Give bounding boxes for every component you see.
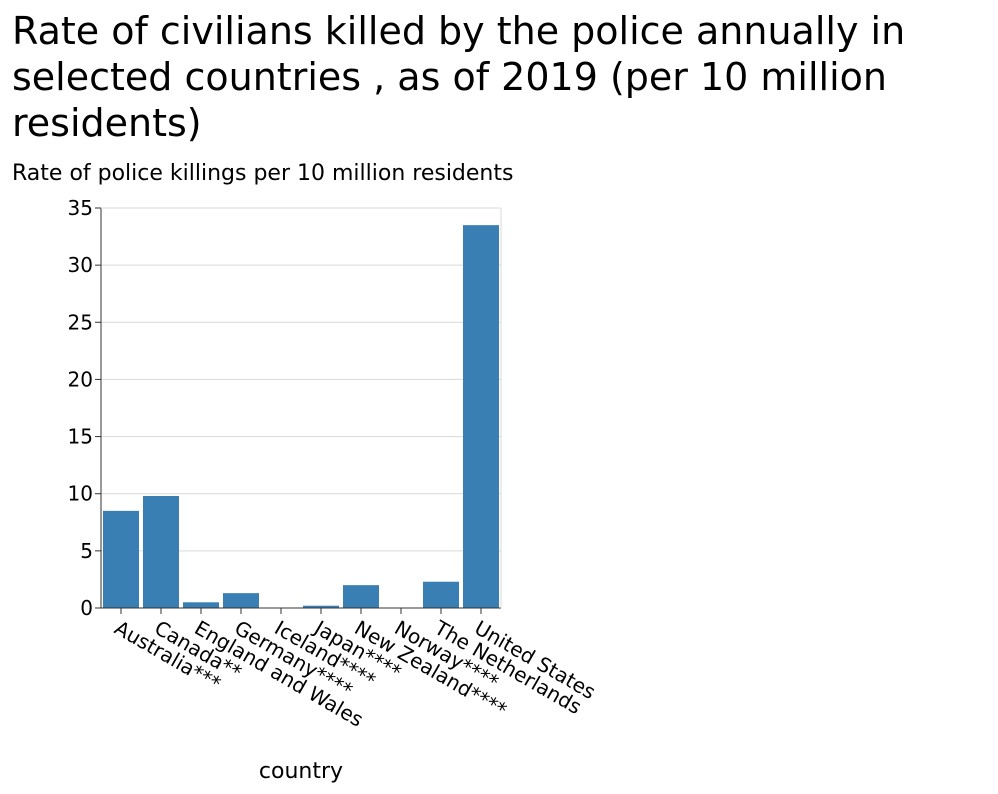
- bar: [303, 605, 339, 608]
- y-axis-title: Rate of police killings per 10 million r…: [12, 161, 513, 186]
- bar: [143, 496, 179, 608]
- bar: [343, 585, 379, 608]
- x-axis-title: country: [259, 759, 343, 784]
- y-tick-label: 5: [80, 539, 93, 563]
- y-tick-label: 10: [68, 482, 93, 506]
- y-tick-label: 35: [68, 196, 93, 220]
- y-tick-label: 15: [68, 425, 93, 449]
- y-tick-label: 25: [68, 310, 93, 334]
- chart-title: Rate of civilians killed by the police a…: [12, 9, 906, 145]
- y-ticks: 0 5 10 15 20 25 30 35: [68, 196, 101, 620]
- axes: [100, 207, 502, 609]
- y-tick-label: 20: [68, 367, 93, 391]
- bar: [103, 510, 139, 608]
- bar: [463, 225, 499, 608]
- x-ticks: Australia***Canada**England and WalesGer…: [111, 608, 600, 732]
- bar: [223, 593, 259, 608]
- y-tick-label: 0: [80, 596, 93, 620]
- y-tick-label: 30: [68, 253, 93, 277]
- bars: [103, 225, 499, 608]
- bar: [183, 602, 219, 608]
- bar: [423, 581, 459, 608]
